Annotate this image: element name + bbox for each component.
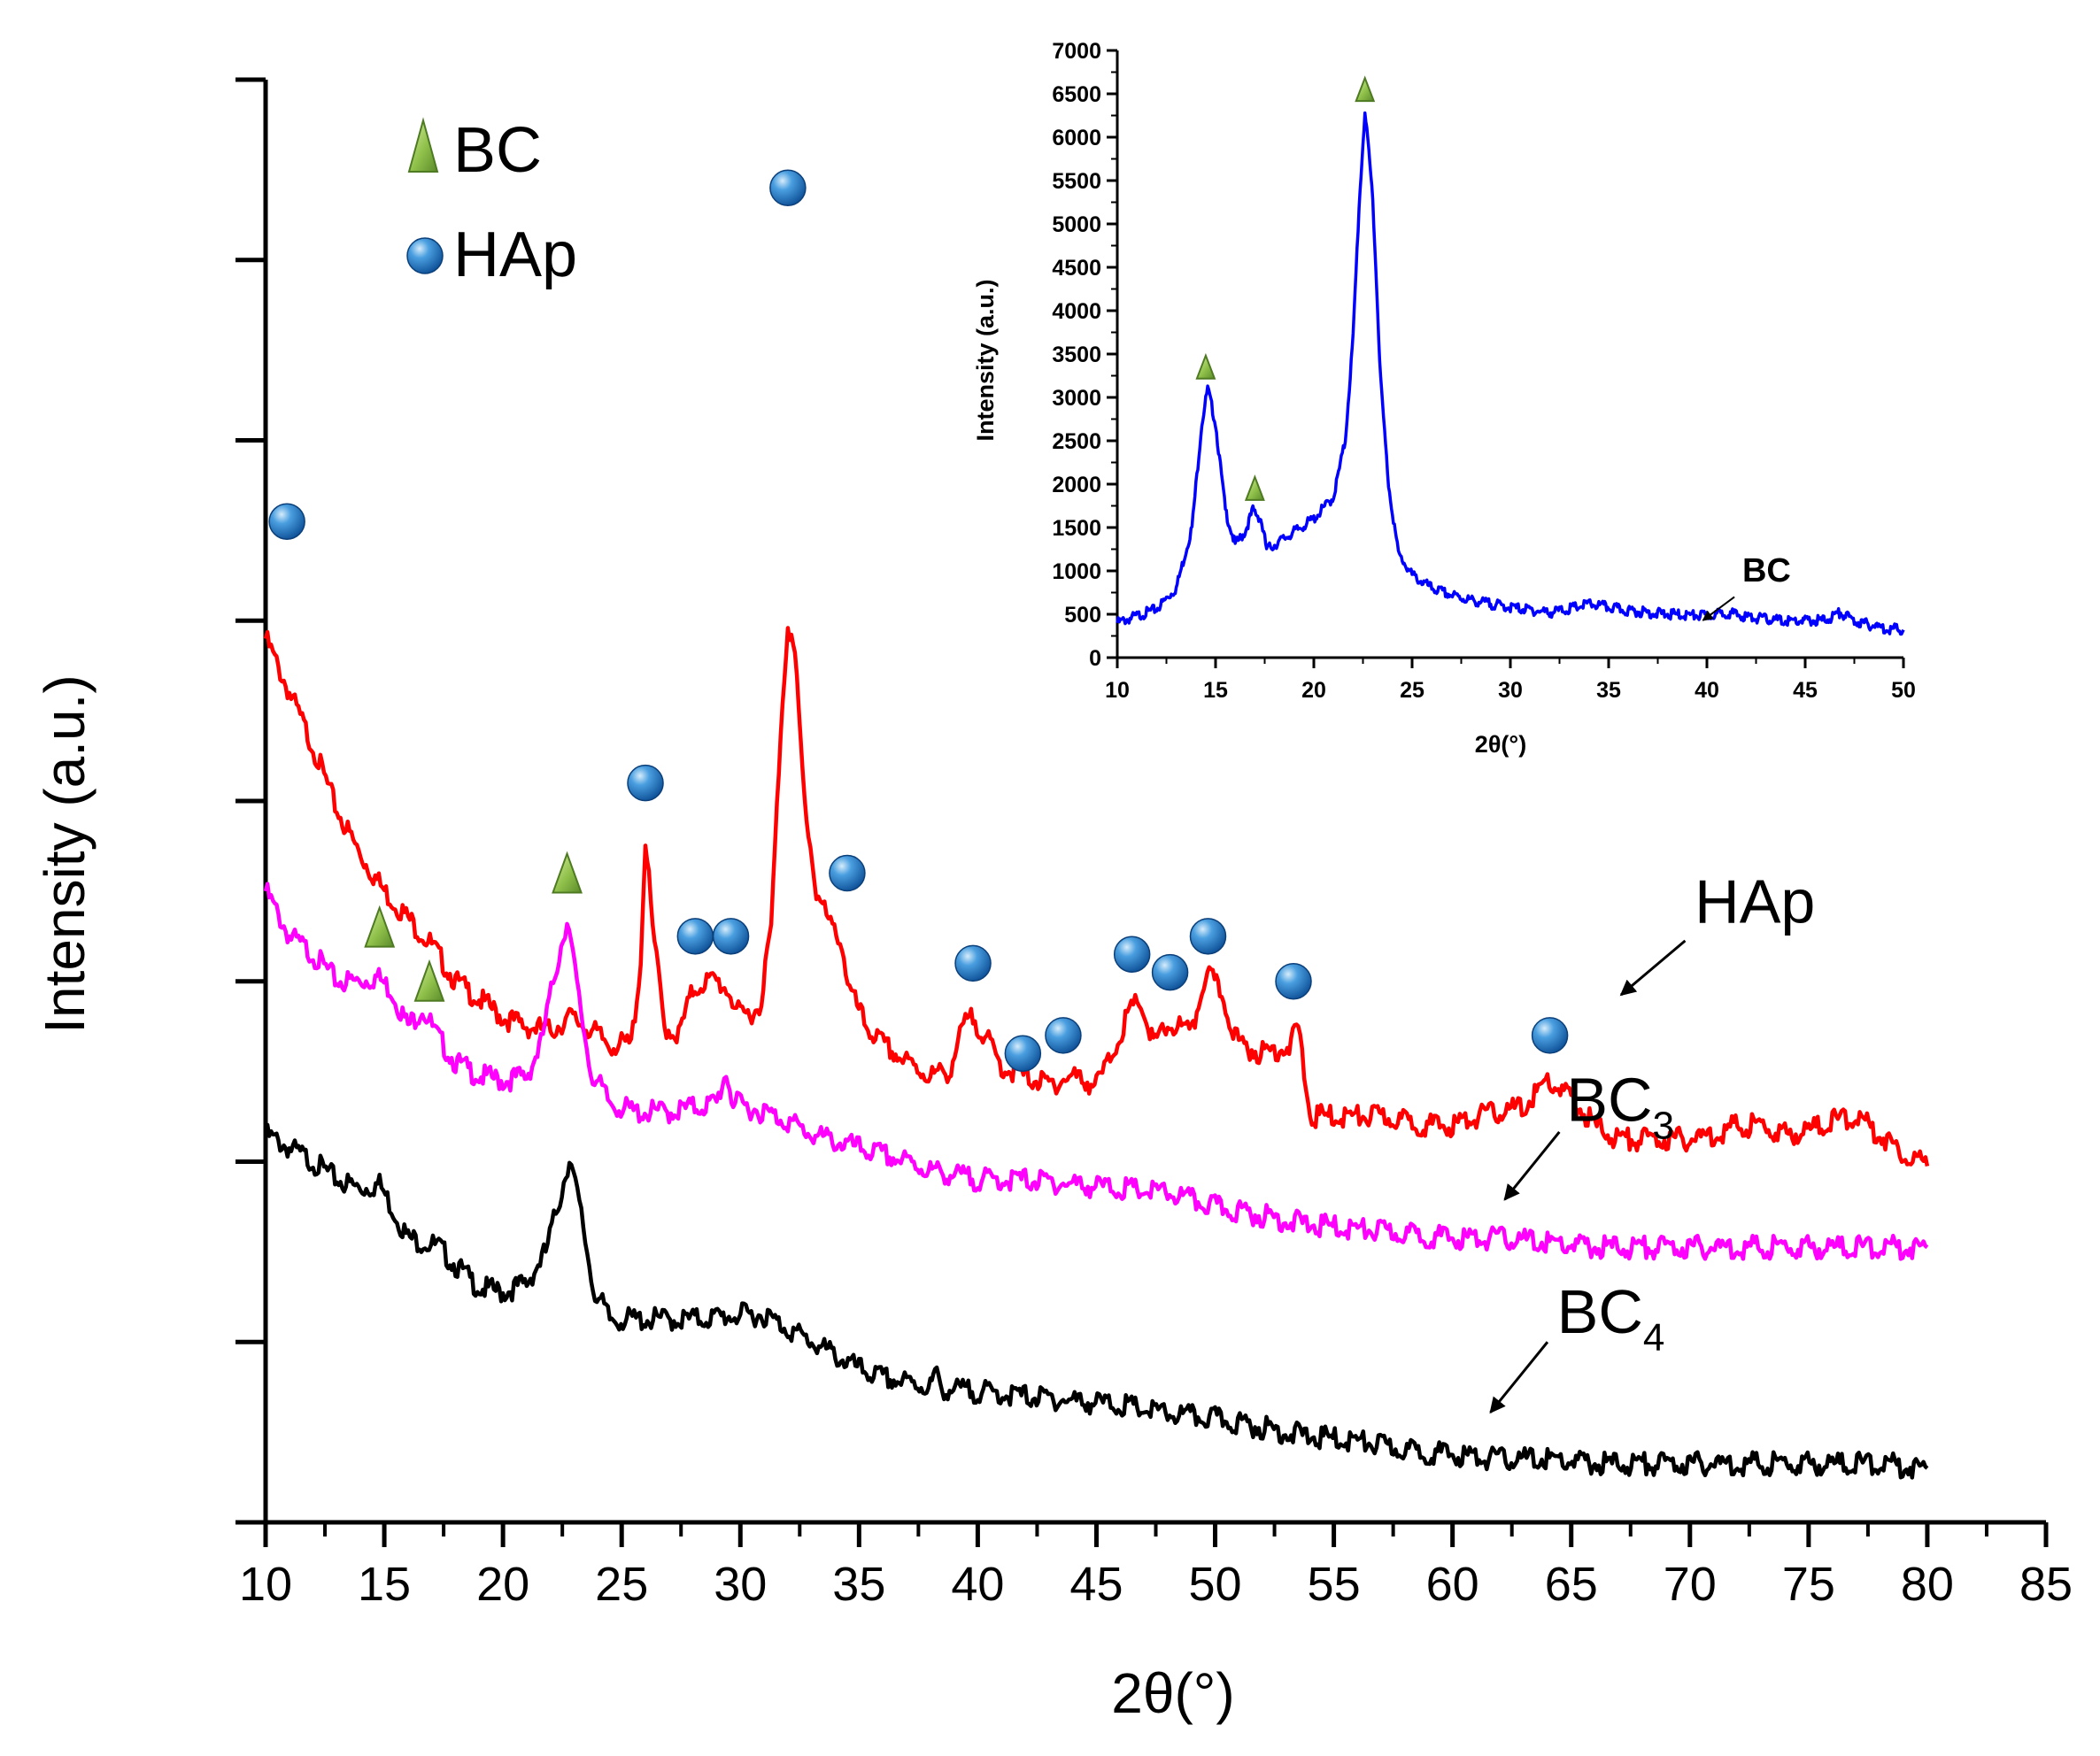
hap-peak-marker bbox=[1113, 936, 1151, 973]
x-tick-label: 20 bbox=[476, 1558, 529, 1611]
inset-plot: 0 500 1000 1500 2000 2500 3000 3500 4000 4500 5000… bbox=[972, 39, 1916, 758]
hap-peak-marker bbox=[1004, 1035, 1042, 1072]
inset-peak-markers bbox=[1195, 75, 1376, 501]
x-tick-label: 30 bbox=[714, 1558, 767, 1611]
x-tick-label: 60 bbox=[1426, 1558, 1479, 1611]
x-tick-label: 35 bbox=[832, 1558, 885, 1611]
curve-label-hap: HAp bbox=[1695, 867, 1815, 936]
inset-axes: 0 500 1000 1500 2000 2500 3000 3500 4000 4500 5000… bbox=[1052, 39, 1916, 703]
series-hap bbox=[263, 626, 1930, 1167]
inset-x-tick-label: 10 bbox=[1105, 678, 1130, 703]
inset-bc-peak-marker bbox=[1355, 75, 1376, 103]
x-tick-label: 45 bbox=[1069, 1558, 1123, 1611]
x-tick-label: 25 bbox=[595, 1558, 648, 1611]
inset-x-tick-label: 50 bbox=[1891, 678, 1916, 703]
inset-x-tick-label: 30 bbox=[1498, 678, 1523, 703]
inset-curve-label: BC bbox=[1742, 552, 1791, 589]
x-tick-label: 80 bbox=[1901, 1558, 1954, 1611]
hap-peak-marker bbox=[1045, 1017, 1082, 1054]
y-axis-title: Intensity (a.u.) bbox=[33, 674, 97, 1034]
sphere-marker-icon bbox=[406, 237, 444, 274]
hap-peak-marker bbox=[712, 918, 750, 955]
curve-label-bc3: BC3 bbox=[1566, 1066, 1674, 1148]
legend: BC HAp bbox=[406, 115, 577, 290]
hap-peak-marker bbox=[627, 764, 664, 802]
inset-series-bc bbox=[1116, 111, 1905, 636]
x-axis-title: 2θ(°) bbox=[1111, 1661, 1234, 1725]
curve-label-bc4: BC4 bbox=[1557, 1277, 1665, 1359]
inset-y-tick-label: 2500 bbox=[1052, 429, 1101, 454]
legend-item-bc: BC bbox=[407, 115, 542, 186]
inset-y-tick-label: 5500 bbox=[1052, 169, 1101, 194]
inset-y-tick-label: 1000 bbox=[1052, 559, 1101, 584]
x-tick-label: 55 bbox=[1308, 1558, 1361, 1611]
inset-x-tick-label: 15 bbox=[1203, 678, 1228, 703]
hap-peak-marker bbox=[268, 503, 305, 540]
curve-label-subscript: 4 bbox=[1643, 1316, 1664, 1359]
bc-peak-marker bbox=[364, 905, 396, 948]
hap-peak-marker bbox=[954, 944, 992, 982]
inset-y-tick-label: 7000 bbox=[1052, 39, 1101, 64]
inset-bc-peak-marker bbox=[1195, 352, 1216, 380]
annotation-arrow bbox=[1503, 1130, 1561, 1201]
x-tick-label: 50 bbox=[1188, 1558, 1241, 1611]
hap-peak-marker bbox=[1151, 953, 1189, 991]
inset-y-tick-label: 4500 bbox=[1052, 256, 1101, 281]
inset-y-tick-label: 2000 bbox=[1052, 473, 1101, 497]
curve-label-main: BC bbox=[1557, 1277, 1643, 1346]
hap-peak-marker bbox=[829, 854, 866, 892]
annotation-arrow bbox=[1489, 1341, 1549, 1414]
inset-x-tick-label: 35 bbox=[1596, 678, 1621, 703]
x-tick-label: 15 bbox=[358, 1558, 411, 1611]
hap-peak-marker bbox=[676, 918, 714, 955]
main-axes: 10 15 20 25 30 35 40 45 50 55 60 65 70 75 80 85 bbox=[235, 77, 2073, 1611]
inset-y-tick-label: 6500 bbox=[1052, 82, 1101, 107]
inset-annotation-arrow bbox=[1702, 596, 1735, 621]
inset-x-tick-label: 20 bbox=[1301, 678, 1326, 703]
curve-label-subscript: 3 bbox=[1653, 1105, 1674, 1148]
main-peak-markers bbox=[268, 169, 1569, 1072]
x-tick-label: 65 bbox=[1545, 1558, 1598, 1611]
curve-label-main: BC bbox=[1566, 1066, 1652, 1135]
inset-y-tick-label: 6000 bbox=[1052, 126, 1101, 150]
legend-label-bc: BC bbox=[453, 115, 542, 186]
x-tick-label: 10 bbox=[239, 1558, 292, 1611]
inset-y-tick-label: 0 bbox=[1089, 646, 1101, 671]
x-tick-label: 75 bbox=[1782, 1558, 1835, 1611]
x-tick-label: 85 bbox=[2019, 1558, 2073, 1611]
curve-label-main: HAp bbox=[1695, 867, 1815, 936]
main-plot: 10 15 20 25 30 35 40 45 50 55 60 65 70 75 80 85 HApBC3B… bbox=[33, 77, 2073, 1725]
hap-peak-marker bbox=[1531, 1017, 1569, 1054]
bc-peak-marker bbox=[413, 959, 445, 1002]
inset-y-tick-label: 500 bbox=[1064, 603, 1101, 628]
series-bc3 bbox=[263, 882, 1929, 1261]
legend-label-hap: HAp bbox=[453, 220, 577, 290]
inset-series bbox=[1116, 111, 1905, 636]
inset-x-tick-label: 45 bbox=[1793, 678, 1818, 703]
inset-x-tick-label: 40 bbox=[1695, 678, 1719, 703]
bc-peak-marker bbox=[552, 851, 583, 894]
main-series bbox=[263, 626, 1930, 1480]
inset-y-tick-label: 4000 bbox=[1052, 299, 1101, 324]
hap-peak-marker bbox=[769, 169, 807, 206]
inset-y-tick-label: 5000 bbox=[1052, 212, 1101, 237]
inset-bc-peak-marker bbox=[1244, 474, 1265, 501]
inset-y-tick-label: 1500 bbox=[1052, 516, 1101, 541]
x-tick-label: 70 bbox=[1664, 1558, 1717, 1611]
inset-y-tick-label: 3500 bbox=[1052, 343, 1101, 367]
x-tick-label: 40 bbox=[951, 1558, 1004, 1611]
hap-peak-marker bbox=[1189, 918, 1227, 955]
hap-peak-marker bbox=[1275, 963, 1312, 1000]
inset-y-axis-title: Intensity (a.u.) bbox=[972, 279, 999, 441]
inset-annotations: BC bbox=[1702, 552, 1791, 621]
legend-item-hap: HAp bbox=[406, 220, 577, 290]
annotation-arrow bbox=[1619, 939, 1687, 997]
series-bc4 bbox=[263, 1122, 1929, 1480]
inset-y-tick-label: 3000 bbox=[1052, 386, 1101, 411]
triangle-marker-icon bbox=[407, 117, 439, 173]
inset-x-tick-label: 25 bbox=[1400, 678, 1424, 703]
inset-x-axis-title: 2θ(°) bbox=[1475, 731, 1526, 758]
